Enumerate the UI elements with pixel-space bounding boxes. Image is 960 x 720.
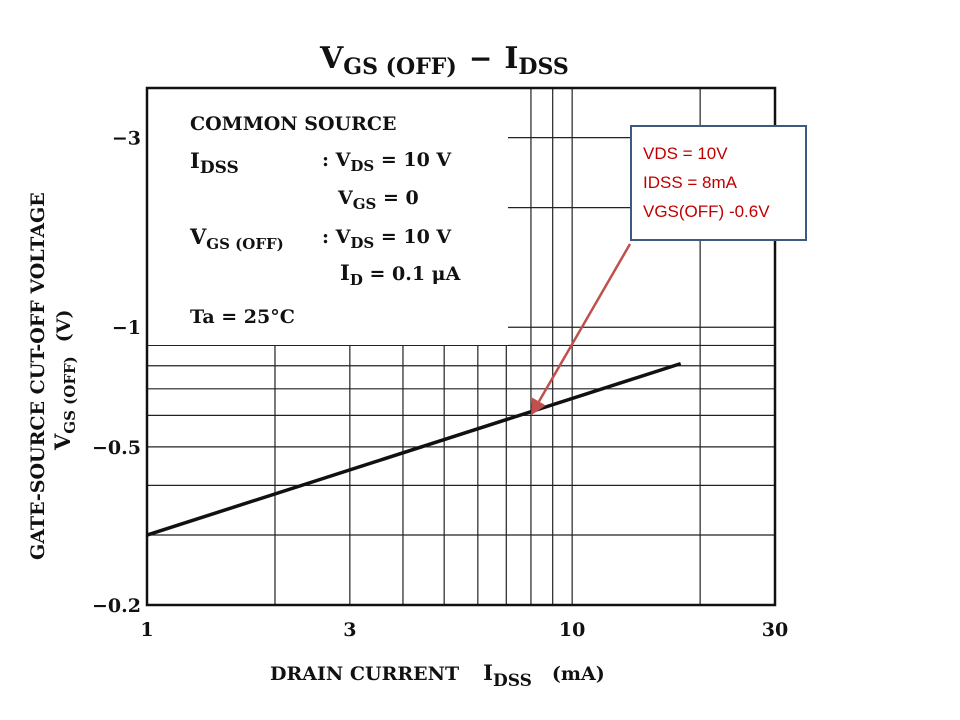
x-tick-label: 10 <box>559 619 585 641</box>
idss-vds: : VDS = 10 V <box>322 149 452 175</box>
y-tick-label: −0.5 <box>92 437 141 459</box>
vgsoff-vds: : VDS = 10 V <box>322 226 452 252</box>
x-tick-label: 3 <box>343 619 356 641</box>
vgsoff-id: ID = 0.1 μA <box>340 260 461 289</box>
y-tick-label: −3 <box>112 128 141 150</box>
chart-title: VGS (OFF) − IDSS <box>319 41 569 80</box>
y-axis-label-line1: GATE-SOURCE CUT-OFF VOLTAGE <box>27 192 49 560</box>
x-axis-label: DRAIN CURRENT IDSS (mA) <box>270 660 605 691</box>
ambient-temperature: Ta = 25°C <box>190 306 295 328</box>
idss-label: IDSS <box>190 148 239 178</box>
y-tick-label: −1 <box>112 317 141 339</box>
callout-box <box>630 125 807 241</box>
conditions-heading: COMMON SOURCE <box>190 113 397 135</box>
callout-line-vgsoff: VGS(OFF) -0.6V <box>643 202 770 221</box>
y-axis-label-line2: VGS (OFF)(V) <box>50 310 79 451</box>
tick-labels: 1 3 10 30 −3 −1 −0.5 −0.2 <box>92 128 788 641</box>
vgsoff-label: VGS (OFF) <box>189 224 284 253</box>
x-tick-label: 30 <box>762 619 788 641</box>
callout-line-vds: VDS = 10V <box>643 144 728 163</box>
y-axis-label: GATE-SOURCE CUT-OFF VOLTAGE VGS (OFF)(V) <box>27 192 79 560</box>
conditions-text: COMMON SOURCE IDSS : VDS = 10 V VGS = 0 … <box>189 113 461 328</box>
series-layer <box>146 361 682 537</box>
idss-vgs: VGS = 0 <box>337 187 419 213</box>
y-tick-label: −0.2 <box>92 595 141 617</box>
plot-frame <box>145 86 777 607</box>
x-tick-label: 1 <box>140 619 153 641</box>
conditions-box <box>148 89 508 345</box>
series-line <box>146 361 682 537</box>
callout-arrow <box>537 243 632 403</box>
callout-arrowhead-icon <box>530 397 546 416</box>
callout-line-idss: IDSS = 8mA <box>643 173 738 192</box>
